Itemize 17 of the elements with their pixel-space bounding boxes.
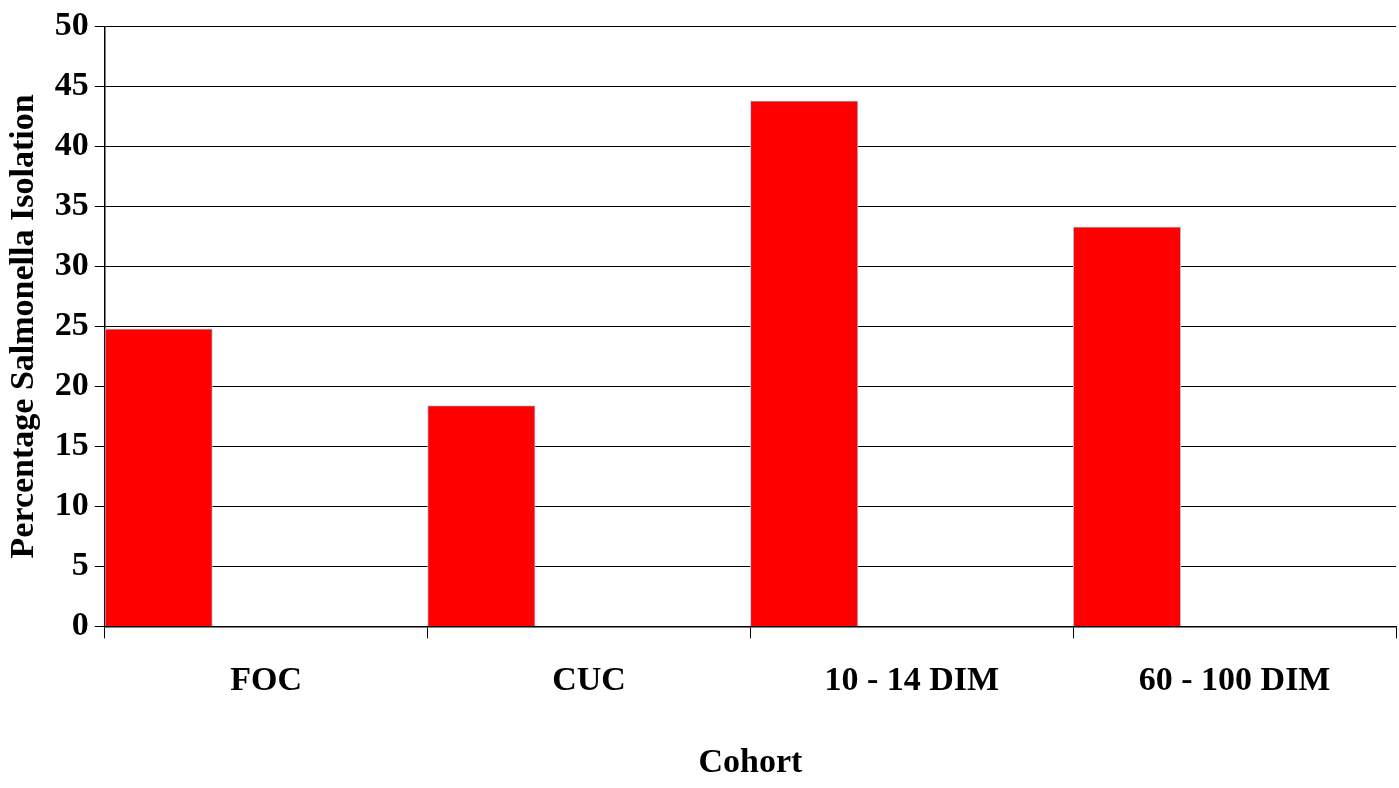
y-tick-label: 5 xyxy=(71,545,89,583)
y-tick-label: 30 xyxy=(54,245,89,283)
y-tick-label: 15 xyxy=(54,425,89,463)
x-tick-label: 60 - 100 DIM xyxy=(1138,659,1331,697)
y-tick-label: 45 xyxy=(54,65,89,103)
x-tick-label: CUC xyxy=(552,659,626,697)
y-tick-label: 25 xyxy=(54,305,89,343)
y-tick-label: 10 xyxy=(54,485,89,523)
y-tick-label: 35 xyxy=(54,185,89,223)
x-axis-title: Cohort xyxy=(698,742,804,780)
y-tick-label: 0 xyxy=(71,605,89,643)
y-tick-label: 50 xyxy=(54,5,89,43)
y-axis-title: Percentage Salmonella Isolation xyxy=(3,94,41,559)
x-tick-label: 10 - 14 DIM xyxy=(824,659,1000,697)
y-tick-label: 20 xyxy=(54,365,89,403)
x-tick-label: FOC xyxy=(230,659,303,697)
y-tick-label: 40 xyxy=(54,125,89,163)
